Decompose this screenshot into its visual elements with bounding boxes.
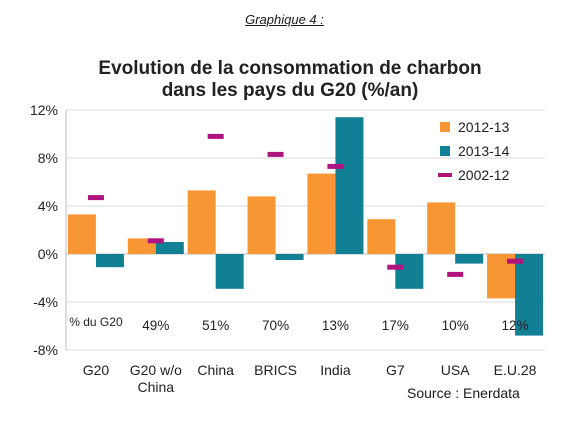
y-tick-label: 4% bbox=[38, 198, 58, 214]
bar-2013-14-5 bbox=[395, 254, 424, 289]
marker-2002-12-0 bbox=[87, 195, 104, 201]
legend-label: 2013-14 bbox=[458, 143, 510, 159]
x-tick-label: India bbox=[320, 362, 351, 378]
chart-title-line-1: Evolution de la consommation de charbon bbox=[98, 58, 482, 79]
share-label: 70% bbox=[262, 318, 289, 333]
x-tick-label: China bbox=[197, 362, 234, 378]
bar-2013-14-0 bbox=[95, 254, 124, 268]
y-tick-label: 12% bbox=[30, 102, 58, 118]
share-label: 12% bbox=[502, 318, 529, 333]
chart-title: Evolution de la consommation de charbon … bbox=[40, 58, 540, 102]
bar-2013-14-4 bbox=[335, 117, 364, 254]
marker-2002-12-3 bbox=[267, 151, 284, 157]
bar-2013-14-3 bbox=[275, 254, 304, 260]
x-tick-label: E.U.28 bbox=[494, 362, 537, 378]
share-label: 51% bbox=[202, 318, 229, 333]
share-header: % du G20 bbox=[69, 315, 123, 329]
marker-2002-12-2 bbox=[207, 133, 224, 139]
x-tick-label: G20 w/o bbox=[130, 362, 182, 378]
chart-caption: Graphique 4 : bbox=[245, 12, 324, 27]
marker-2002-12-7 bbox=[507, 258, 524, 264]
share-label: 17% bbox=[382, 318, 409, 333]
bar-2012-13-2 bbox=[187, 190, 216, 254]
bar-2012-13-4 bbox=[307, 173, 336, 254]
x-tick-label: G7 bbox=[386, 362, 405, 378]
x-tick-label: China bbox=[138, 379, 175, 395]
legend-swatch-2013-14 bbox=[440, 146, 450, 156]
legend-swatch-2012-13 bbox=[440, 122, 450, 132]
marker-2002-12-1 bbox=[147, 238, 164, 244]
bar-2012-13-5 bbox=[367, 219, 396, 254]
y-tick-label: -8% bbox=[33, 342, 58, 358]
bar-2013-14-6 bbox=[455, 254, 484, 264]
share-label: 10% bbox=[442, 318, 469, 333]
bar-2013-14-2 bbox=[215, 254, 244, 289]
x-tick-label: G20 bbox=[83, 362, 110, 378]
legend-label: 2012-13 bbox=[458, 119, 510, 135]
marker-2002-12-4 bbox=[327, 163, 344, 169]
x-tick-label: BRICS bbox=[254, 362, 297, 378]
legend-swatch-2002-12 bbox=[438, 173, 452, 177]
bar-2013-14-7 bbox=[515, 254, 544, 336]
y-tick-label: 8% bbox=[38, 150, 58, 166]
legend-label: 2002-12 bbox=[458, 167, 510, 183]
y-tick-label: -4% bbox=[33, 294, 58, 310]
chart-source: Source : Enerdata bbox=[407, 385, 520, 401]
y-tick-label: 0% bbox=[38, 246, 58, 262]
marker-2002-12-6 bbox=[447, 271, 464, 277]
share-label: 13% bbox=[322, 318, 349, 333]
bar-2013-14-1 bbox=[155, 242, 184, 254]
share-label: 49% bbox=[142, 318, 169, 333]
marker-2002-12-5 bbox=[387, 264, 404, 270]
x-tick-label: USA bbox=[441, 362, 470, 378]
bar-2012-13-0 bbox=[67, 214, 96, 254]
bar-2012-13-6 bbox=[427, 202, 456, 254]
bar-2012-13-3 bbox=[247, 196, 276, 254]
chart-title-line-2: dans les pays du G20 (%/an) bbox=[161, 80, 419, 101]
